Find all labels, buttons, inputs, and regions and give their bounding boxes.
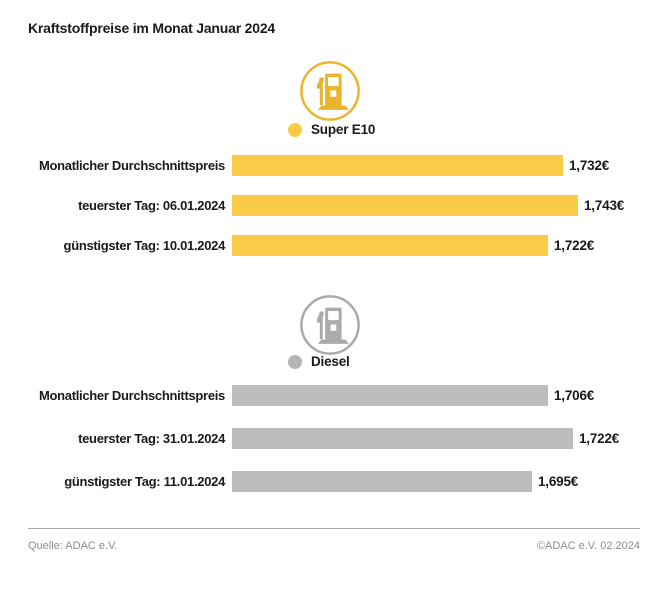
bar-row: teuerster Tag: 31.01.2024 1,722€ [28,428,619,449]
bar-label: Monatlicher Durchschnittspreis [38,158,225,173]
legend-dot [288,122,302,137]
bar [232,385,548,406]
footer-divider [28,528,640,529]
legend-label: Super E10 [311,122,376,137]
bar [232,195,578,216]
bar-value: 1,732€ [569,158,610,173]
bar [232,235,548,256]
bar [232,471,532,492]
legend-dot [288,354,302,369]
bar-label: Monatlicher Durchschnittspreis [38,388,225,403]
bar-row: Monatlicher Durchschnittspreis 1,706€ [28,385,619,406]
bar-rows: Monatlicher Durchschnittspreis 1,732€ teue… [28,155,624,256]
footer-source: Quelle: ADAC e.V. [28,540,118,552]
bar-label: teuerster Tag: 06.01.2024 [78,198,225,213]
footer-copyright: ©ADAC e.V. 02.2024 [536,540,640,552]
bar-rows: Monatlicher Durchschnittspreis 1,706€ teue… [28,385,619,492]
bar-value: 1,695€ [538,474,579,489]
bar-row: günstigster Tag: 11.01.2024 1,695€ [28,471,619,492]
bar-value: 1,706€ [554,388,595,403]
bar-label: teuerster Tag: 31.01.2024 [78,431,225,446]
bar-value: 1,722€ [554,238,595,253]
bar [232,155,563,176]
bar-label: günstigster Tag: 11.01.2024 [64,474,225,489]
bar-row: Monatlicher Durchschnittspreis 1,732€ [28,155,624,176]
bar-value: 1,722€ [579,431,620,446]
bar [232,428,573,449]
legend-label: Diesel [311,354,350,369]
legend-super-e10: Super E10 [288,122,375,137]
fuel-pump-icon [299,294,361,356]
legend-diesel: Diesel [288,354,350,369]
bar-row: günstigster Tag: 10.01.2024 1,722€ [28,235,624,256]
bar-row: teuerster Tag: 06.01.2024 1,743€ [28,195,624,216]
bar-value: 1,743€ [584,198,625,213]
page-title: Kraftstoffpreise im Monat Januar 2024 [28,20,276,36]
fuel-pump-icon [299,60,361,122]
bar-label: günstigster Tag: 10.01.2024 [63,238,226,253]
